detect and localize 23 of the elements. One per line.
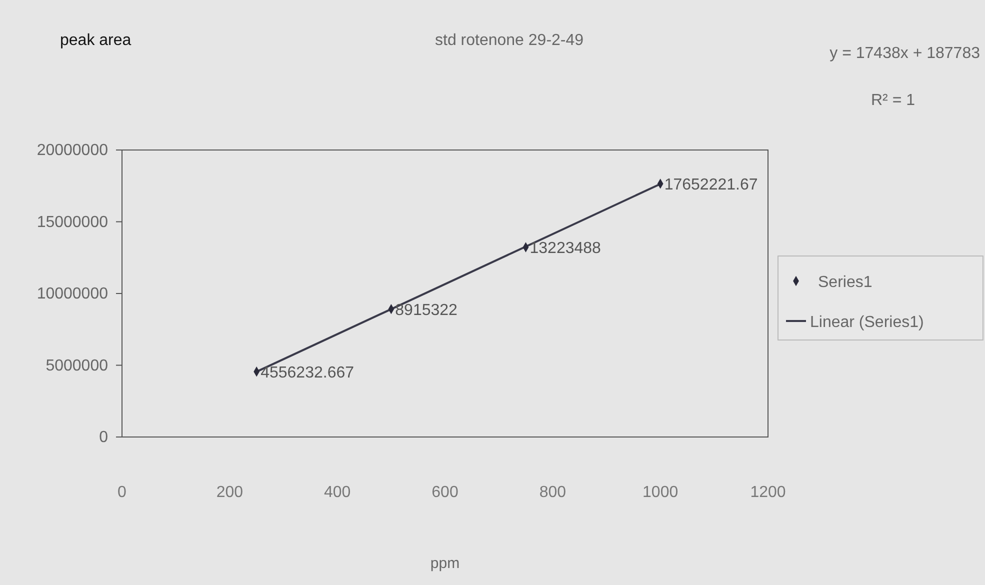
y-tick-label: 15000000 [36,214,108,231]
data-label: 13223488 [530,240,602,258]
legend-label: Series1 [818,274,872,291]
y-tick-label: 5000000 [46,357,108,374]
text: peak area [60,32,132,49]
x-tick-label: 800 [539,484,566,501]
text: y = 17438x + 187783 [830,45,980,62]
legend-label: Linear (Series1) [810,314,924,331]
x-tick-label: 1000 [642,484,678,501]
y-tick-label: 20000000 [36,142,108,160]
x-tick-label: 0 [118,484,127,501]
x-tick-label: 600 [432,484,458,501]
x-axis-title: ppm [430,555,460,572]
x-tick-label: 200 [216,484,244,501]
text: R² = 1 [870,92,916,109]
chart-title: std rotenone 29-2-49 [435,32,584,49]
data-label: 8915322 [395,302,458,320]
data-label: 4556232.667 [260,364,354,382]
y-tick-label: 0 [99,429,108,446]
data-label: 17652221.67 [664,176,758,194]
y-tick-label: 10000000 [36,286,108,303]
x-tick-label: 1200 [750,484,786,501]
x-tick-label: 400 [324,484,351,501]
